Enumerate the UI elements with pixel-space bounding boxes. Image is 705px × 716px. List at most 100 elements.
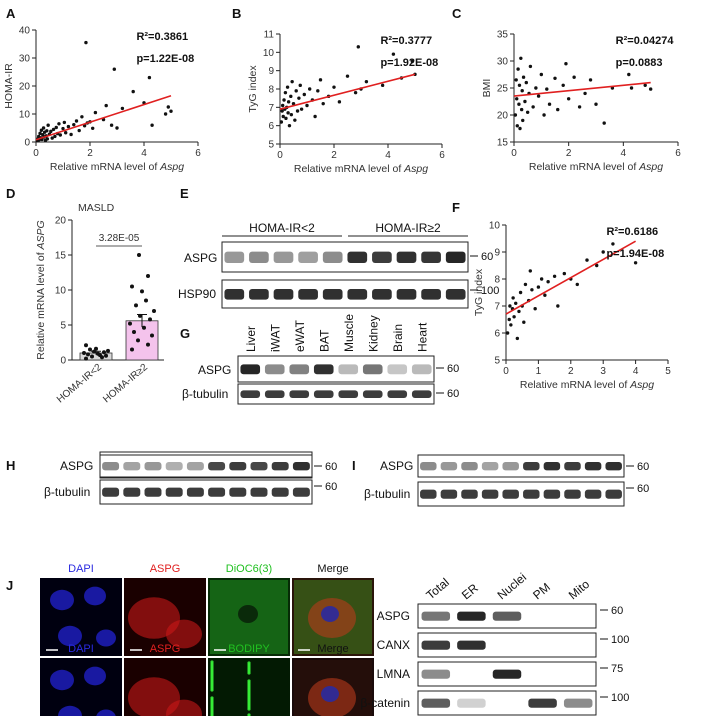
regression-line xyxy=(505,240,636,315)
k-row-1-band xyxy=(457,640,486,650)
scatter-chart-c: 0 2 4 6 15 20 25 30 35 BMI Relative mRNA level of … xyxy=(481,30,681,174)
aspg-row-band xyxy=(347,251,368,263)
aspg-row-band xyxy=(298,251,318,263)
data-point xyxy=(648,87,653,91)
data-point xyxy=(61,126,65,131)
x-tick-label: 1 xyxy=(536,366,542,377)
micrographs-j: DAPI ASPG DiOC6(3) Merge DAPI ASPG BODIPY Merge xyxy=(40,563,374,716)
data-point xyxy=(54,125,58,130)
nucleus-stain xyxy=(50,589,74,611)
fraction-label: Nuclei xyxy=(495,570,530,602)
aspg-row-band xyxy=(313,364,334,375)
data-point xyxy=(86,352,90,357)
y-tick-label: 6 xyxy=(494,329,500,340)
tubulin-row-band xyxy=(387,390,408,398)
merge-nucleus xyxy=(321,686,339,702)
data-point xyxy=(147,75,152,80)
data-point xyxy=(102,350,106,355)
y-tick-label: 9 xyxy=(268,66,274,77)
data-point xyxy=(106,348,110,353)
x-axis-label: Relative mRNA level of Aspg xyxy=(50,161,184,173)
tubulin-row-band xyxy=(362,390,383,398)
data-point xyxy=(287,123,292,128)
data-point xyxy=(588,78,593,82)
data-point xyxy=(39,128,44,132)
x-axis-label-gene: Aspg xyxy=(629,379,654,391)
scatter-chart-a: 0 2 4 6 0 10 20 30 40 HOMA-IR Relative mRNA level … xyxy=(3,26,201,174)
data-point xyxy=(533,307,537,311)
data-point xyxy=(51,127,56,132)
data-point xyxy=(364,79,369,84)
tubulin-row-band xyxy=(313,390,334,398)
aspg-row-band xyxy=(411,364,432,375)
data-point xyxy=(163,112,168,116)
data-point xyxy=(130,284,134,289)
y-axis-label-gene: ASPG xyxy=(35,220,47,250)
channel-label: Merge xyxy=(317,563,348,575)
blot-h-rows xyxy=(99,454,313,505)
data-point xyxy=(144,298,148,303)
y-tick-label: 5 xyxy=(60,321,66,332)
x-tick-label: 2 xyxy=(566,148,572,159)
y-tick-label: 10 xyxy=(263,48,275,59)
fraction-label: Total xyxy=(423,575,451,602)
aspg-row-band xyxy=(186,462,204,471)
data-point xyxy=(517,83,522,88)
mw-label: 100 xyxy=(481,285,499,297)
r-squared-label: R²=0.3777 xyxy=(380,35,432,47)
aspg-row-band xyxy=(372,251,392,263)
data-point xyxy=(289,94,293,99)
data-point xyxy=(552,274,557,278)
data-point xyxy=(45,129,49,133)
y-tick-label: 10 xyxy=(19,110,31,121)
tissue-label: Muscle xyxy=(342,314,356,352)
hsp90-row-band xyxy=(445,288,466,300)
scatter-chart-f: 0 1 2 3 4 5 5 6 7 8 9 10 TyG index Relative mRNA leve… xyxy=(473,221,671,392)
data-point xyxy=(69,132,73,137)
x-axis-label-prefix: Relative mRNA level of xyxy=(50,161,160,173)
row-label: ASPG xyxy=(377,609,410,623)
lipid-droplet xyxy=(247,713,251,716)
data-point xyxy=(562,271,567,276)
data-point xyxy=(517,309,521,314)
data-point xyxy=(556,304,560,308)
data-point xyxy=(514,78,518,82)
data-point xyxy=(146,342,150,347)
group-label: HOMA-IR<2 xyxy=(249,221,315,235)
y-tick-label: 15 xyxy=(497,138,509,149)
data-point xyxy=(516,67,520,71)
tubulin-row-band xyxy=(440,489,458,499)
data-point xyxy=(298,83,302,88)
k-row-0-band xyxy=(492,611,522,621)
panel-label-j: J xyxy=(6,578,13,593)
data-point xyxy=(583,91,587,96)
data-point xyxy=(279,120,284,124)
aspg-row-band xyxy=(123,462,141,471)
data-point xyxy=(380,83,385,88)
fraction-label: PM xyxy=(530,580,553,602)
data-point xyxy=(564,62,568,66)
tissue-label: iWAT xyxy=(269,323,283,352)
y-tick-label: 20 xyxy=(19,82,31,93)
aspg-row-band xyxy=(338,364,359,375)
data-point xyxy=(316,89,320,93)
aspg-row-band xyxy=(584,462,602,471)
data-point xyxy=(80,115,84,119)
aspg-row-band xyxy=(229,462,247,471)
data-point xyxy=(513,113,518,117)
nucleus-stain xyxy=(58,625,82,647)
y-tick-label: 0 xyxy=(24,138,30,149)
row-label-aspg: ASPG xyxy=(60,459,93,473)
y-axis-label: TyG index xyxy=(247,65,259,113)
data-point xyxy=(594,102,598,106)
data-point xyxy=(45,137,50,141)
data-point xyxy=(410,59,414,64)
tubulin-row-band xyxy=(250,487,268,497)
nucleus-stain xyxy=(84,666,106,686)
tubulin-row-band xyxy=(420,489,437,499)
data-point xyxy=(146,274,150,278)
data-point xyxy=(130,347,134,352)
y-axis-label: Relative mRNA level of ASPG xyxy=(35,220,47,359)
